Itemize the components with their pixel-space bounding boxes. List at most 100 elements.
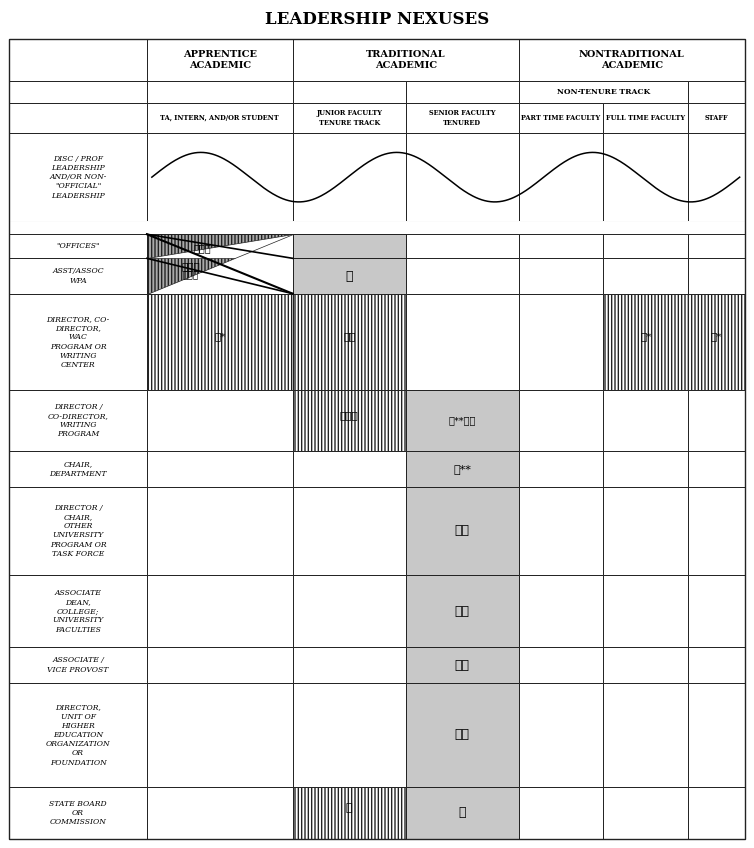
Text: PART TIME FACULTY: PART TIME FACULTY (522, 114, 601, 122)
Bar (688, 293, 745, 390)
Bar (406, 575, 519, 647)
Bar (688, 234, 745, 259)
Bar (519, 487, 603, 575)
Bar (9, 451, 147, 487)
Bar (603, 259, 688, 293)
Bar (9, 103, 147, 133)
Bar (293, 683, 406, 787)
Text: DIRECTOR,
UNIT OF
HIGHER
EDUCATION
ORGANIZATION
OR
FOUNDATION: DIRECTOR, UNIT OF HIGHER EDUCATION ORGAN… (46, 703, 110, 767)
Bar (147, 81, 293, 103)
Bar (688, 683, 745, 787)
Bar (519, 39, 745, 81)
Bar (519, 81, 688, 103)
Polygon shape (147, 259, 293, 293)
Bar (293, 234, 406, 259)
Bar (147, 293, 293, 390)
Bar (688, 575, 745, 647)
Text: "OFFICES": "OFFICES" (57, 243, 100, 250)
Bar (147, 487, 293, 575)
Bar (406, 787, 519, 839)
Text: ✓✓✓: ✓✓✓ (181, 262, 200, 271)
Bar (147, 234, 293, 293)
Bar (406, 259, 519, 293)
Bar (688, 487, 745, 575)
Bar (519, 133, 603, 221)
Text: FULL TIME FACULTY: FULL TIME FACULTY (606, 114, 685, 122)
Text: SENIOR FACULTY
TENURED: SENIOR FACULTY TENURED (429, 109, 495, 126)
Text: ✓**: ✓** (453, 464, 471, 474)
Bar (688, 390, 745, 451)
Text: ASSOCIATE
DEAN,
COLLEGE;
UNIVERSITY
FACULTIES: ASSOCIATE DEAN, COLLEGE; UNIVERSITY FACU… (53, 589, 104, 633)
Text: ✓✓: ✓✓ (455, 605, 470, 617)
Bar (603, 133, 688, 221)
Text: ASST/ASSOC
WPA: ASST/ASSOC WPA (52, 267, 104, 285)
Bar (519, 234, 603, 259)
Text: DIRECTOR /
CHAIR,
OTHER
UNIVERSITY
PROGRAM OR
TASK FORCE: DIRECTOR / CHAIR, OTHER UNIVERSITY PROGR… (50, 504, 106, 558)
Bar (293, 259, 406, 293)
Bar (406, 451, 519, 487)
Bar (519, 647, 603, 683)
Text: STATE BOARD
OR
COMMISSION: STATE BOARD OR COMMISSION (49, 800, 107, 826)
Bar (519, 787, 603, 839)
Text: ✓: ✓ (345, 270, 353, 282)
Bar (688, 787, 745, 839)
Text: DISC / PROF
LEADERSHIP
AND/OR NON-
"OFFICIAL"
LEADERSHIP: DISC / PROF LEADERSHIP AND/OR NON- "OFFI… (50, 155, 107, 199)
Bar (147, 451, 293, 487)
Bar (147, 647, 293, 683)
Bar (147, 390, 293, 451)
Bar (406, 390, 519, 451)
Text: ✓: ✓ (346, 803, 353, 813)
Bar (293, 39, 519, 81)
Bar (688, 451, 745, 487)
Text: TA, INTERN, AND/OR STUDENT: TA, INTERN, AND/OR STUDENT (161, 114, 279, 122)
Bar (406, 234, 519, 259)
Text: ✓✓: ✓✓ (455, 728, 470, 741)
Bar (293, 234, 406, 259)
Text: ✓**✓✓: ✓**✓✓ (449, 416, 476, 425)
Bar (519, 103, 603, 133)
Bar (519, 390, 603, 451)
Bar (519, 575, 603, 647)
Text: STAFF: STAFF (704, 114, 728, 122)
Bar (603, 390, 688, 451)
Bar (9, 390, 147, 451)
Bar (519, 683, 603, 787)
Bar (147, 683, 293, 787)
Bar (688, 133, 745, 221)
Bar (147, 234, 293, 293)
Bar (147, 39, 293, 81)
Bar (688, 81, 745, 103)
Bar (9, 259, 147, 293)
Bar (293, 293, 406, 390)
Bar (9, 647, 147, 683)
Text: JUNIOR FACULTY
TENURE TRACK: JUNIOR FACULTY TENURE TRACK (316, 109, 382, 126)
Bar (293, 81, 406, 103)
Polygon shape (147, 234, 293, 259)
Bar (147, 259, 293, 293)
Text: ✓✓: ✓✓ (343, 332, 355, 342)
Text: ✓✓✓: ✓✓✓ (194, 243, 211, 253)
Bar (147, 787, 293, 839)
Bar (603, 487, 688, 575)
Bar (519, 293, 603, 390)
Bar (293, 451, 406, 487)
Text: ✓*: ✓* (711, 332, 722, 342)
Bar (147, 103, 293, 133)
Bar (9, 787, 147, 839)
Bar (688, 647, 745, 683)
Text: DIRECTOR /
CO-DIRECTOR,
WRITING
PROGRAM: DIRECTOR / CO-DIRECTOR, WRITING PROGRAM (48, 403, 109, 438)
Text: ✓✓✓: ✓✓✓ (182, 271, 199, 281)
Text: LEADERSHIP NEXUSES: LEADERSHIP NEXUSES (265, 11, 489, 28)
Bar (293, 390, 406, 451)
Bar (603, 647, 688, 683)
Bar (603, 787, 688, 839)
Bar (293, 487, 406, 575)
Bar (603, 683, 688, 787)
Bar (9, 683, 147, 787)
Bar (9, 81, 147, 103)
Bar (147, 234, 293, 259)
Bar (293, 787, 406, 839)
Bar (688, 103, 745, 133)
Bar (603, 575, 688, 647)
Text: NONTRADITIONAL
ACADEMIC: NONTRADITIONAL ACADEMIC (579, 51, 685, 70)
